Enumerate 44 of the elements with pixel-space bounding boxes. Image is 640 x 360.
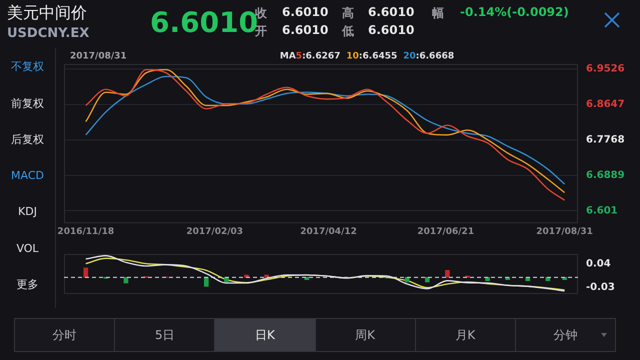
x-tick-label: 2017/08/31 — [536, 226, 593, 237]
text: 高 — [342, 5, 354, 22]
text: 2017/08/31 — [70, 51, 127, 62]
text: 更多 — [16, 277, 40, 292]
y-tick-label: 6.7768 — [586, 134, 625, 146]
text: 幅 — [432, 5, 444, 22]
text: 低 — [342, 23, 354, 40]
text: 6.6010 — [282, 5, 328, 19]
text: 10 — [346, 51, 359, 62]
y-tick-label: -0.03 — [586, 282, 615, 293]
text: 20 — [403, 51, 416, 62]
text: 后复权 — [10, 132, 45, 147]
text: :6.6267 — [302, 51, 340, 62]
text: :6.6668 — [416, 51, 454, 62]
text: 分钟 — [514, 319, 616, 351]
text: :6.6455 — [358, 51, 398, 62]
text: 周K — [314, 319, 415, 351]
text: KDJ — [17, 205, 38, 218]
text: 6.6010 — [368, 5, 414, 19]
text: -0.14%(-0.0092) — [460, 5, 569, 19]
text: 分时 — [15, 319, 114, 351]
y-tick-label: 0.04 — [586, 258, 611, 270]
text: 前复权 — [10, 96, 45, 111]
text: 5 — [296, 51, 302, 62]
text: 美元中间价 — [7, 3, 87, 24]
text: USDCNY.EX — [7, 26, 90, 41]
y-tick-label: 6.601 — [586, 205, 618, 216]
text: 5日 — [114, 319, 214, 351]
text: VOL — [15, 242, 40, 255]
y-tick-label: 6.8647 — [586, 99, 625, 110]
legend-title: MA — [280, 51, 296, 62]
y-tick-label: 6.6889 — [586, 170, 625, 181]
text: 6.6010 — [368, 23, 414, 37]
text: 不复权 — [10, 59, 45, 74]
text: MACD — [10, 169, 45, 182]
x-tick-label: 2017/06/21 — [417, 226, 474, 237]
text: 开 — [255, 24, 267, 40]
text: 日K — [214, 319, 315, 351]
text: 月K — [414, 319, 515, 351]
x-tick-label: 2017/04/12 — [300, 226, 357, 237]
y-tick-label: 6.9526 — [586, 64, 625, 75]
text: 6.6010 — [282, 23, 328, 37]
x-tick-label: 2016/11/18 — [57, 226, 114, 237]
x-tick-label: 2017/02/03 — [186, 226, 244, 237]
